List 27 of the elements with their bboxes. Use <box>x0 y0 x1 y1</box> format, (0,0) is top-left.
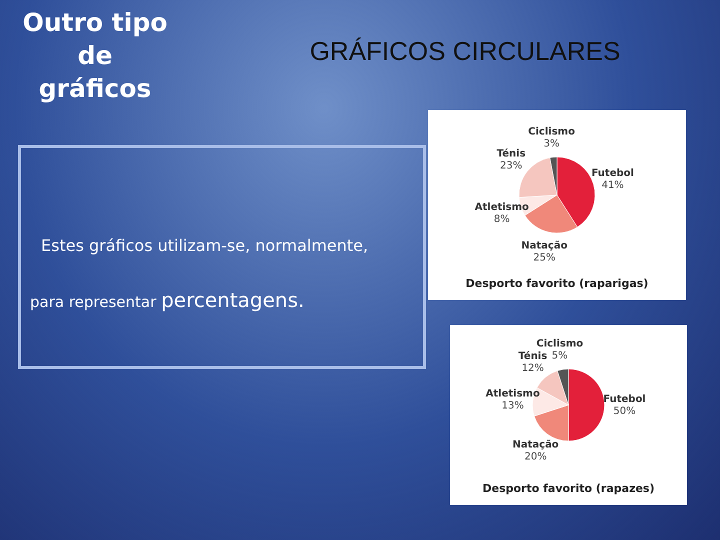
data-label: 3% <box>544 138 560 150</box>
text: Desporto favorito (raparigas) <box>466 277 648 290</box>
text: percentagens. <box>161 288 304 312</box>
text: Estes gráficos utilizam-se, normalmente, <box>41 236 368 255</box>
slice-label: Ténis <box>518 350 548 362</box>
data-label: 5% <box>552 350 568 362</box>
data-label: 50% <box>613 406 636 417</box>
slice-label: Futebol <box>603 394 646 405</box>
slice-label: Futebol <box>591 168 634 179</box>
slice-label: Ténis <box>496 148 526 160</box>
data-label: 8% <box>494 214 510 225</box>
text: GRÁFICOS CIRCULARES <box>308 36 622 67</box>
slice-label: Ciclismo <box>536 338 584 350</box>
text: Outro tipo de gráficos <box>22 7 168 105</box>
data-label: 23% <box>500 160 522 172</box>
data-label: 20% <box>524 451 547 462</box>
text: Desporto favorito (rapazes) <box>482 482 655 495</box>
data-label: 25% <box>533 252 556 264</box>
slice-label: Atletismo <box>486 388 540 400</box>
data-label: 13% <box>502 400 524 412</box>
data-label: 12% <box>522 362 544 374</box>
text: para representar <box>30 293 156 311</box>
slice-label: Ciclismo <box>528 126 576 138</box>
slice-label: Natação <box>512 439 559 450</box>
slice-label: Natação <box>521 240 568 252</box>
slice-label: Atletismo <box>474 202 530 213</box>
data-label: 41% <box>602 180 624 191</box>
